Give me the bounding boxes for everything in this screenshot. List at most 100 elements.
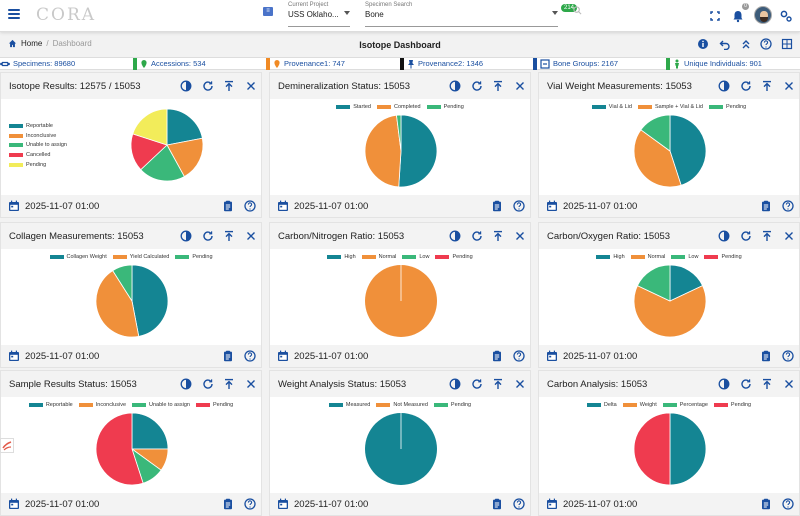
- legend-item[interactable]: High: [596, 254, 625, 260]
- fullscreen-icon[interactable]: [708, 9, 722, 23]
- refresh-icon[interactable]: [740, 230, 752, 242]
- legend-item[interactable]: Delta: [586, 402, 617, 408]
- table-view-icon[interactable]: [781, 38, 793, 50]
- move-to-top-icon[interactable]: [223, 378, 235, 390]
- legend-item[interactable]: Pending: [196, 402, 233, 408]
- legend-item[interactable]: Pending: [175, 254, 213, 260]
- bell-icon[interactable]: [731, 9, 745, 23]
- stat-specimens[interactable]: Specimens: 89680: [0, 58, 75, 70]
- legend-item[interactable]: Reportable: [9, 121, 67, 131]
- clipboard-icon[interactable]: [491, 498, 503, 510]
- stat-bone-groups[interactable]: Bone Groups: 2167: [533, 58, 618, 70]
- contrast-icon[interactable]: [180, 80, 192, 92]
- calendar-icon[interactable]: [277, 498, 289, 510]
- legend-item[interactable]: Pending: [704, 254, 742, 260]
- close-icon[interactable]: [514, 80, 526, 92]
- refresh-icon[interactable]: [202, 378, 214, 390]
- legend-item[interactable]: Weight: [622, 402, 657, 408]
- current-project-select[interactable]: Current Project USS Oklaho...: [288, 2, 350, 27]
- pie-slice[interactable]: [633, 412, 671, 486]
- legend-item[interactable]: Cancelled: [9, 150, 67, 160]
- legend-item[interactable]: Unable to assign: [9, 141, 67, 151]
- stat-accessions[interactable]: Accessions: 534: [133, 58, 206, 70]
- legend-item[interactable]: Percentage: [662, 402, 708, 408]
- stat-provenance1[interactable]: Provenance1: 747: [266, 58, 345, 70]
- help-icon[interactable]: [244, 200, 256, 212]
- legend-item[interactable]: Yield Calculated: [112, 254, 169, 260]
- pie-slice[interactable]: [396, 114, 402, 152]
- clipboard-icon[interactable]: [760, 350, 772, 362]
- close-icon[interactable]: [245, 80, 257, 92]
- move-to-top-icon[interactable]: [492, 80, 504, 92]
- pie-slice[interactable]: [364, 114, 402, 188]
- help-icon[interactable]: [513, 200, 525, 212]
- search-icon[interactable]: [573, 6, 582, 15]
- collapse-all-icon[interactable]: [740, 38, 752, 50]
- help-icon[interactable]: [513, 498, 525, 510]
- close-icon[interactable]: [783, 80, 795, 92]
- pie-slice[interactable]: [669, 412, 707, 486]
- move-to-top-icon[interactable]: [492, 378, 504, 390]
- specimen-search-select[interactable]: Specimen Search Bone: [365, 2, 558, 27]
- pie-slice[interactable]: [640, 114, 671, 152]
- move-to-top-icon[interactable]: [761, 80, 773, 92]
- close-icon[interactable]: [783, 230, 795, 242]
- move-to-top-icon[interactable]: [761, 378, 773, 390]
- calendar-icon[interactable]: [546, 350, 558, 362]
- legend-item[interactable]: Pending: [709, 104, 746, 110]
- legend-item[interactable]: Pending: [433, 402, 471, 408]
- refresh-icon[interactable]: [740, 80, 752, 92]
- info-icon[interactable]: [697, 38, 709, 50]
- refresh-icon[interactable]: [740, 378, 752, 390]
- menu-icon[interactable]: [8, 9, 20, 21]
- move-to-top-icon[interactable]: [761, 230, 773, 242]
- pie-slice[interactable]: [669, 264, 704, 302]
- legend-item[interactable]: High: [327, 254, 356, 260]
- legend-item[interactable]: Measured: [328, 402, 370, 408]
- legend-item[interactable]: Inconclusive: [9, 131, 67, 141]
- stat-provenance2[interactable]: Provenance2: 1346: [400, 58, 483, 70]
- contrast-icon[interactable]: [718, 378, 730, 390]
- calendar-icon[interactable]: [546, 200, 558, 212]
- legend-item[interactable]: Normal: [630, 254, 665, 260]
- breadcrumb-home[interactable]: Home: [21, 39, 43, 48]
- calendar-icon[interactable]: [8, 200, 20, 212]
- calendar-icon[interactable]: [8, 350, 20, 362]
- help-icon[interactable]: [244, 498, 256, 510]
- help-icon[interactable]: [760, 38, 772, 50]
- move-to-top-icon[interactable]: [492, 230, 504, 242]
- help-icon[interactable]: [244, 350, 256, 362]
- refresh-icon[interactable]: [202, 230, 214, 242]
- clipboard-icon[interactable]: [491, 200, 503, 212]
- close-icon[interactable]: [514, 230, 526, 242]
- legend-item[interactable]: Started: [336, 104, 371, 110]
- stat-unique-individuals[interactable]: Unique Individuals: 901: [666, 58, 762, 70]
- close-icon[interactable]: [245, 378, 257, 390]
- avatar[interactable]: [754, 6, 772, 24]
- close-icon[interactable]: [783, 378, 795, 390]
- calendar-icon[interactable]: [546, 498, 558, 510]
- legend-item[interactable]: Pending: [9, 160, 67, 170]
- clipboard-icon[interactable]: [222, 498, 234, 510]
- contrast-icon[interactable]: [718, 230, 730, 242]
- help-icon[interactable]: [782, 498, 794, 510]
- pie-slice[interactable]: [131, 264, 169, 337]
- clipboard-icon[interactable]: [760, 200, 772, 212]
- legend-item[interactable]: Low: [671, 254, 698, 260]
- help-icon[interactable]: [513, 350, 525, 362]
- calendar-icon[interactable]: [277, 200, 289, 212]
- contrast-icon[interactable]: [449, 80, 461, 92]
- clipboard-icon[interactable]: [760, 498, 772, 510]
- clipboard-icon[interactable]: [222, 200, 234, 212]
- settings-icon[interactable]: [779, 9, 793, 23]
- contrast-icon[interactable]: [449, 378, 461, 390]
- pie-slice[interactable]: [131, 412, 169, 450]
- help-icon[interactable]: [782, 350, 794, 362]
- legend-item[interactable]: Reportable: [28, 402, 73, 408]
- refresh-icon[interactable]: [471, 230, 483, 242]
- pie-slice[interactable]: [669, 114, 707, 186]
- legend-item[interactable]: Inconclusive: [78, 402, 126, 408]
- legend-item[interactable]: Pending: [435, 254, 473, 260]
- contrast-icon[interactable]: [449, 230, 461, 242]
- calendar-icon[interactable]: [277, 350, 289, 362]
